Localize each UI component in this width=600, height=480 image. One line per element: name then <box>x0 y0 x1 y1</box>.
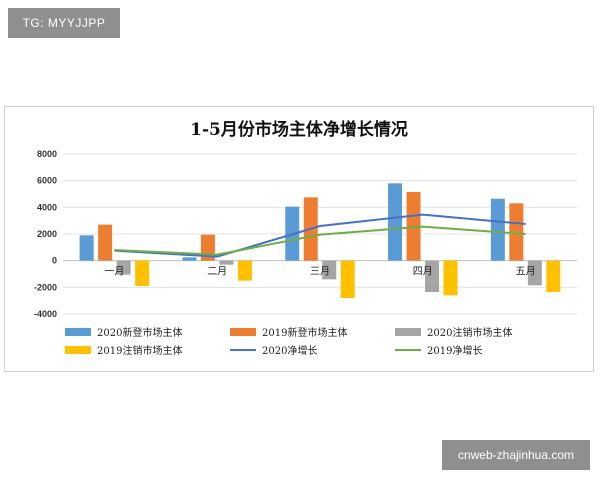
chart-title: 1-5月份市场主体净增长情况 <box>190 119 408 140</box>
legend-label: 2020新登市场主体 <box>97 326 182 339</box>
legend-swatch <box>65 328 91 336</box>
watermark-top: TG: MYYJJPP <box>8 8 120 38</box>
legend-label: 2020净增长 <box>262 344 317 357</box>
x-tick-label: 二月 <box>207 266 227 278</box>
tick-labels: 8000 6000 4000 2000 0 -2000 -4000 一月 二月 三月 四月 五月 <box>34 149 536 319</box>
y-tick-label: 0 <box>52 256 57 266</box>
legend-label: 2019注销市场主体 <box>97 344 182 357</box>
y-tick-label: 6000 <box>37 176 57 186</box>
bar <box>322 260 337 280</box>
bar <box>527 260 542 286</box>
chart-svg: 1-5月份市场主体净增长情况 8000 6000 4000 2000 0 -2000 -40… <box>34 119 577 357</box>
bar <box>237 260 252 281</box>
y-tick-label: 2000 <box>37 229 57 239</box>
bar <box>219 260 234 265</box>
legend: 2020新登市场主体 2019新登市场主体 2020注销市场主体 2019注销市场主体… <box>65 326 512 357</box>
y-tick-label: 8000 <box>37 149 57 159</box>
x-tick-label: 五月 <box>516 266 536 278</box>
series-line <box>114 213 526 258</box>
bar <box>509 203 524 261</box>
y-tick-label: -2000 <box>34 282 57 292</box>
watermark-bottom: cnweb-zhajinhua.com <box>442 440 590 470</box>
chart-container: 1-5月份市场主体净增长情况 8000 6000 4000 2000 0 -2000 -40… <box>4 106 594 372</box>
x-tick-label: 三月 <box>310 266 330 278</box>
bar <box>490 198 505 261</box>
bars <box>79 183 561 298</box>
bar <box>388 183 403 261</box>
legend-label: 2020注销市场主体 <box>427 326 512 339</box>
bar <box>546 260 561 292</box>
bar <box>182 257 197 261</box>
legend-label: 2019新登市场主体 <box>262 326 347 339</box>
lines <box>114 213 526 258</box>
legend-swatch <box>230 328 256 336</box>
series-line <box>114 225 526 256</box>
y-tick-label: 4000 <box>37 202 57 212</box>
bar <box>98 224 113 261</box>
legend-swatch <box>65 346 91 354</box>
bar <box>135 260 150 286</box>
legend-label: 2019净增长 <box>427 344 482 357</box>
legend-swatch <box>395 328 421 336</box>
bar <box>425 260 440 292</box>
x-tick-label: 四月 <box>413 266 433 278</box>
bar <box>116 260 131 275</box>
bar <box>406 192 421 261</box>
x-tick-label: 一月 <box>104 266 124 278</box>
bar <box>340 260 355 298</box>
bar <box>79 235 94 261</box>
bar <box>443 260 458 296</box>
y-tick-label: -4000 <box>34 309 57 319</box>
